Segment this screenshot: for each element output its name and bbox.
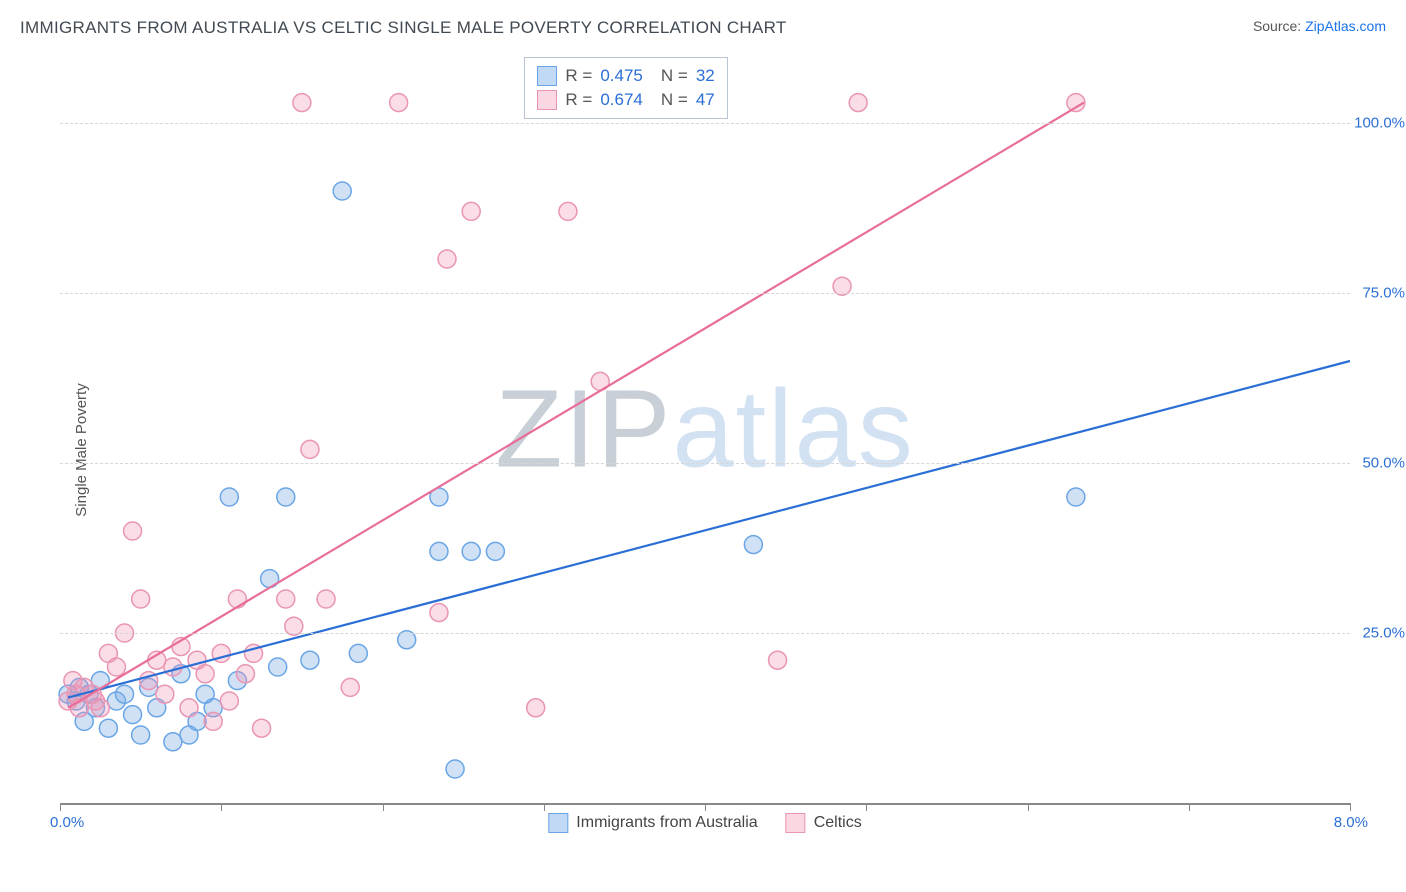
r-value-pink: 0.674 [600, 90, 643, 110]
gridline [60, 123, 1350, 124]
scatter-point-blue [1067, 488, 1085, 506]
legend-item-blue: Immigrants from Australia [548, 813, 757, 833]
scatter-point-pink [132, 590, 150, 608]
x-tick [1028, 803, 1029, 811]
scatter-point-blue [744, 536, 762, 554]
scatter-point-blue [164, 733, 182, 751]
n-label: N = [661, 90, 688, 110]
x-tick [383, 803, 384, 811]
scatter-point-pink [527, 699, 545, 717]
scatter-point-pink [430, 604, 448, 622]
scatter-point-pink [849, 94, 867, 112]
scatter-point-blue [99, 719, 117, 737]
legend-label-pink: Celtics [814, 814, 862, 832]
scatter-point-blue [446, 760, 464, 778]
n-value-pink: 47 [696, 90, 715, 110]
scatter-point-pink [769, 651, 787, 669]
y-tick-label: 100.0% [1354, 115, 1405, 132]
scatter-point-pink [341, 678, 359, 696]
r-label: R = [565, 66, 592, 86]
r-value-blue: 0.475 [600, 66, 643, 86]
scatter-point-pink [277, 590, 295, 608]
plot-svg [60, 55, 1350, 803]
scatter-point-blue [430, 542, 448, 560]
stats-legend: R = 0.475 N = 32 R = 0.674 N = 47 [524, 57, 727, 119]
scatter-point-pink [91, 699, 109, 717]
x-tick [60, 803, 61, 811]
scatter-point-pink [124, 522, 142, 540]
y-tick-label: 25.0% [1362, 625, 1405, 642]
scatter-point-blue [220, 488, 238, 506]
scatter-point-blue [116, 685, 134, 703]
x-tick [1189, 803, 1190, 811]
trend-line-pink [68, 103, 1084, 708]
trend-line-blue [68, 361, 1350, 698]
scatter-point-pink [156, 685, 174, 703]
scatter-point-pink [559, 202, 577, 220]
scatter-point-blue [462, 542, 480, 560]
scatter-point-pink [220, 692, 238, 710]
scatter-point-pink [438, 250, 456, 268]
legend-item-pink: Celtics [786, 813, 862, 833]
x-tick [544, 803, 545, 811]
scatter-point-blue [277, 488, 295, 506]
chart-title: IMMIGRANTS FROM AUSTRALIA VS CELTIC SING… [20, 18, 787, 38]
swatch-blue-icon [548, 813, 568, 833]
r-label: R = [565, 90, 592, 110]
swatch-pink-icon [537, 90, 557, 110]
series-legend: Immigrants from Australia Celtics [548, 813, 861, 833]
scatter-point-blue [349, 644, 367, 662]
y-tick-label: 75.0% [1362, 285, 1405, 302]
scatter-point-pink [107, 658, 125, 676]
stats-legend-row-blue: R = 0.475 N = 32 [537, 64, 714, 88]
source-link[interactable]: ZipAtlas.com [1305, 18, 1386, 34]
scatter-point-pink [462, 202, 480, 220]
scatter-point-pink [390, 94, 408, 112]
scatter-point-pink [180, 699, 198, 717]
scatter-point-blue [486, 542, 504, 560]
scatter-point-blue [124, 706, 142, 724]
swatch-blue-icon [537, 66, 557, 86]
scatter-point-blue [333, 182, 351, 200]
scatter-point-pink [317, 590, 335, 608]
n-label: N = [661, 66, 688, 86]
y-tick-label: 50.0% [1362, 455, 1405, 472]
legend-label-blue: Immigrants from Australia [576, 814, 757, 832]
scatter-point-pink [228, 590, 246, 608]
scatter-point-pink [293, 94, 311, 112]
scatter-point-pink [196, 665, 214, 683]
n-value-blue: 32 [696, 66, 715, 86]
scatter-point-blue [132, 726, 150, 744]
x-tick [705, 803, 706, 811]
scatter-point-blue [301, 651, 319, 669]
gridline [60, 293, 1350, 294]
swatch-pink-icon [786, 813, 806, 833]
source-attribution: Source: ZipAtlas.com [1253, 18, 1386, 34]
chart-container: Single Male Poverty ZIPatlas R = 0.475 N… [50, 55, 1386, 845]
x-tick [1350, 803, 1351, 811]
x-axis-min-label: 0.0% [50, 814, 84, 831]
gridline [60, 463, 1350, 464]
scatter-point-pink [253, 719, 271, 737]
stats-legend-row-pink: R = 0.674 N = 47 [537, 88, 714, 112]
scatter-point-blue [269, 658, 287, 676]
source-prefix: Source: [1253, 18, 1305, 34]
x-axis-max-label: 8.0% [1334, 814, 1368, 831]
scatter-point-pink [204, 712, 222, 730]
scatter-point-pink [301, 440, 319, 458]
x-tick [866, 803, 867, 811]
scatter-point-pink [236, 665, 254, 683]
plot-area: ZIPatlas R = 0.475 N = 32 R = 0.674 N = … [60, 55, 1350, 805]
scatter-point-pink [164, 658, 182, 676]
gridline [60, 633, 1350, 634]
x-tick [221, 803, 222, 811]
